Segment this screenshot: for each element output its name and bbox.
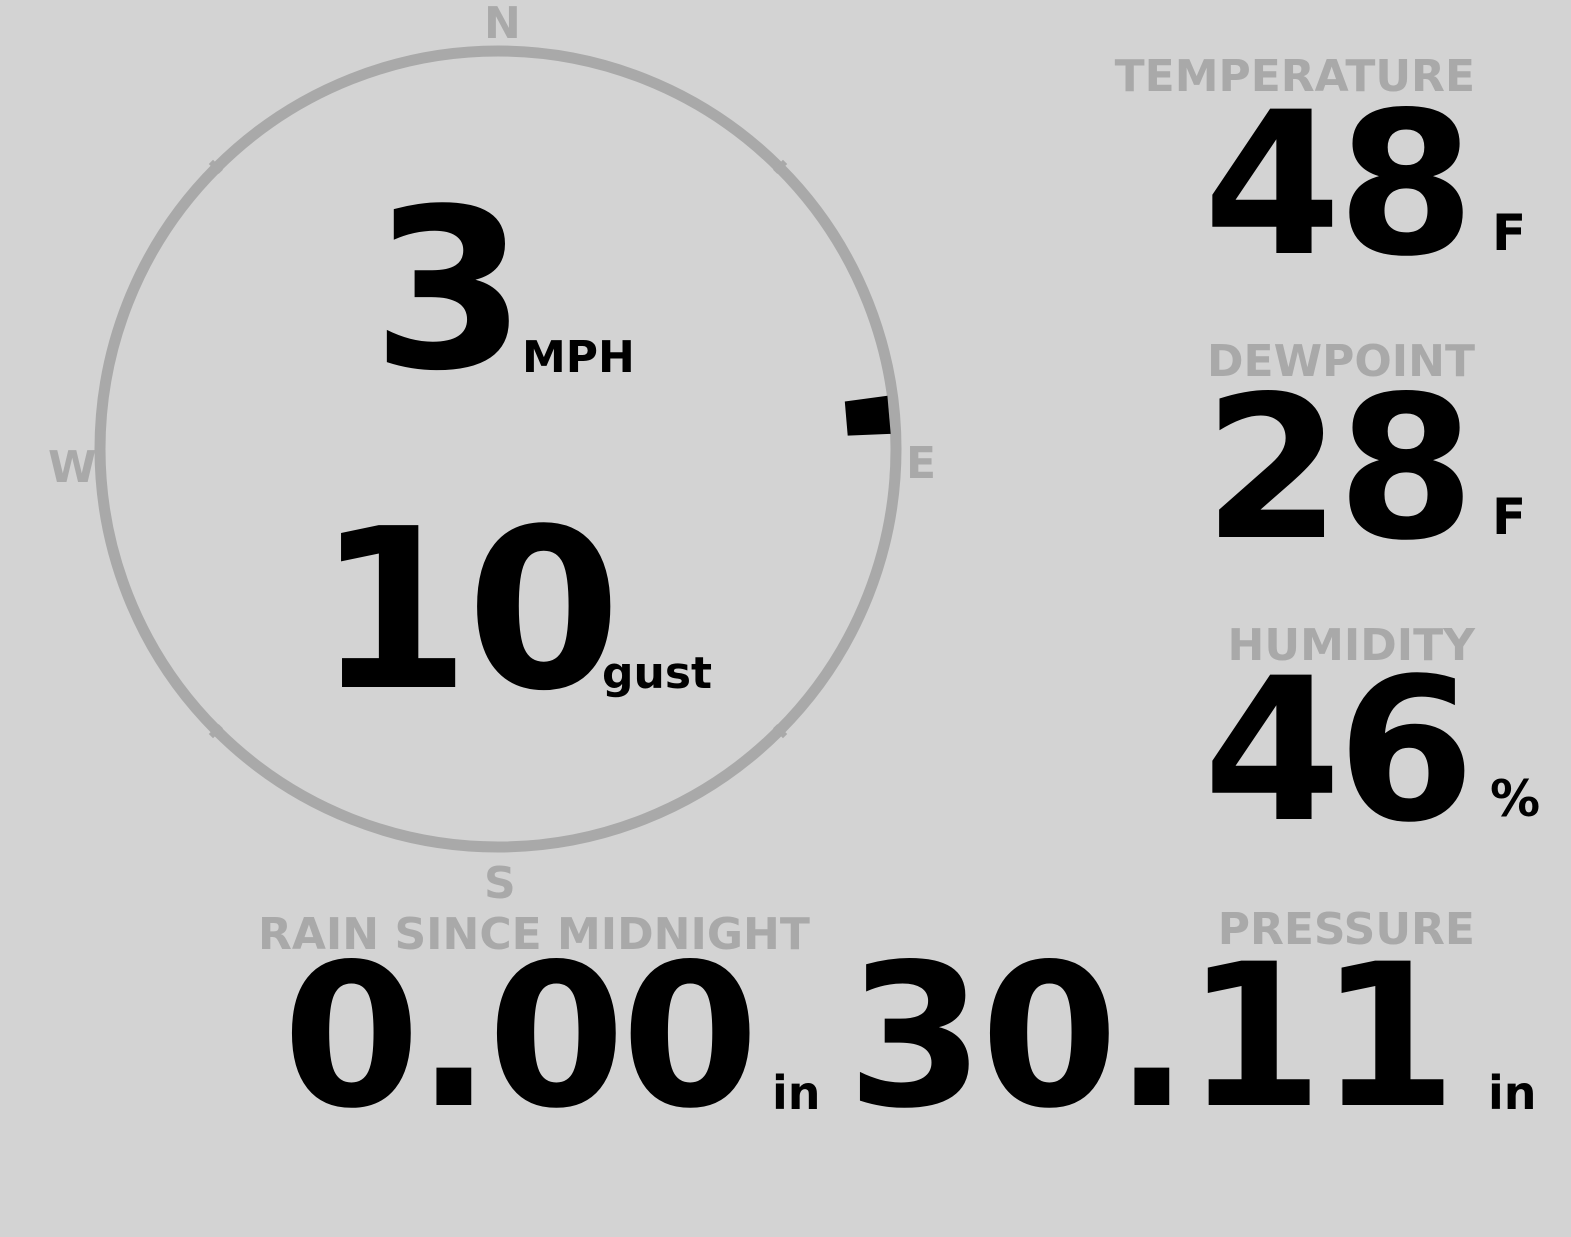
compass-north-label: N	[484, 0, 521, 49]
humidity-label: HUMIDITY	[1227, 620, 1475, 671]
rain-label: RAIN SINCE MIDNIGHT	[258, 909, 810, 960]
wind-gust-unit: gust	[602, 648, 713, 699]
temperature-value: 48	[1203, 69, 1475, 300]
compass-ring	[94, 45, 902, 853]
compass-tick	[208, 159, 223, 174]
temperature-unit: F	[1492, 204, 1527, 262]
compass-east-label: E	[906, 438, 937, 489]
wind-gust-value: 10	[316, 482, 621, 740]
pressure-unit: in	[1488, 1066, 1537, 1120]
wind-speed-unit: MPH	[522, 332, 635, 383]
wind-speed: 3	[372, 180, 526, 402]
wind-direction-marker	[844, 395, 891, 436]
pressure-value: 30.11	[846, 921, 1457, 1152]
dewpoint-label: DEWPOINT	[1207, 336, 1475, 387]
dewpoint-value: 28	[1203, 353, 1475, 584]
compass-tick	[773, 724, 788, 739]
temperature-label: TEMPERATURE	[1114, 51, 1475, 102]
compass-south-label: S	[484, 858, 516, 909]
dewpoint-unit: F	[1492, 488, 1527, 546]
rain-value: 0.00	[282, 921, 759, 1152]
humidity-unit: %	[1490, 770, 1541, 828]
humidity-value: 46	[1203, 635, 1475, 866]
compass-tick	[208, 724, 223, 739]
wind-speed-value: 3	[372, 162, 526, 420]
compass-west-label: W	[48, 442, 97, 493]
rain-unit: in	[772, 1066, 821, 1120]
pressure-label: PRESSURE	[1217, 904, 1475, 955]
compass-tick	[773, 159, 788, 174]
